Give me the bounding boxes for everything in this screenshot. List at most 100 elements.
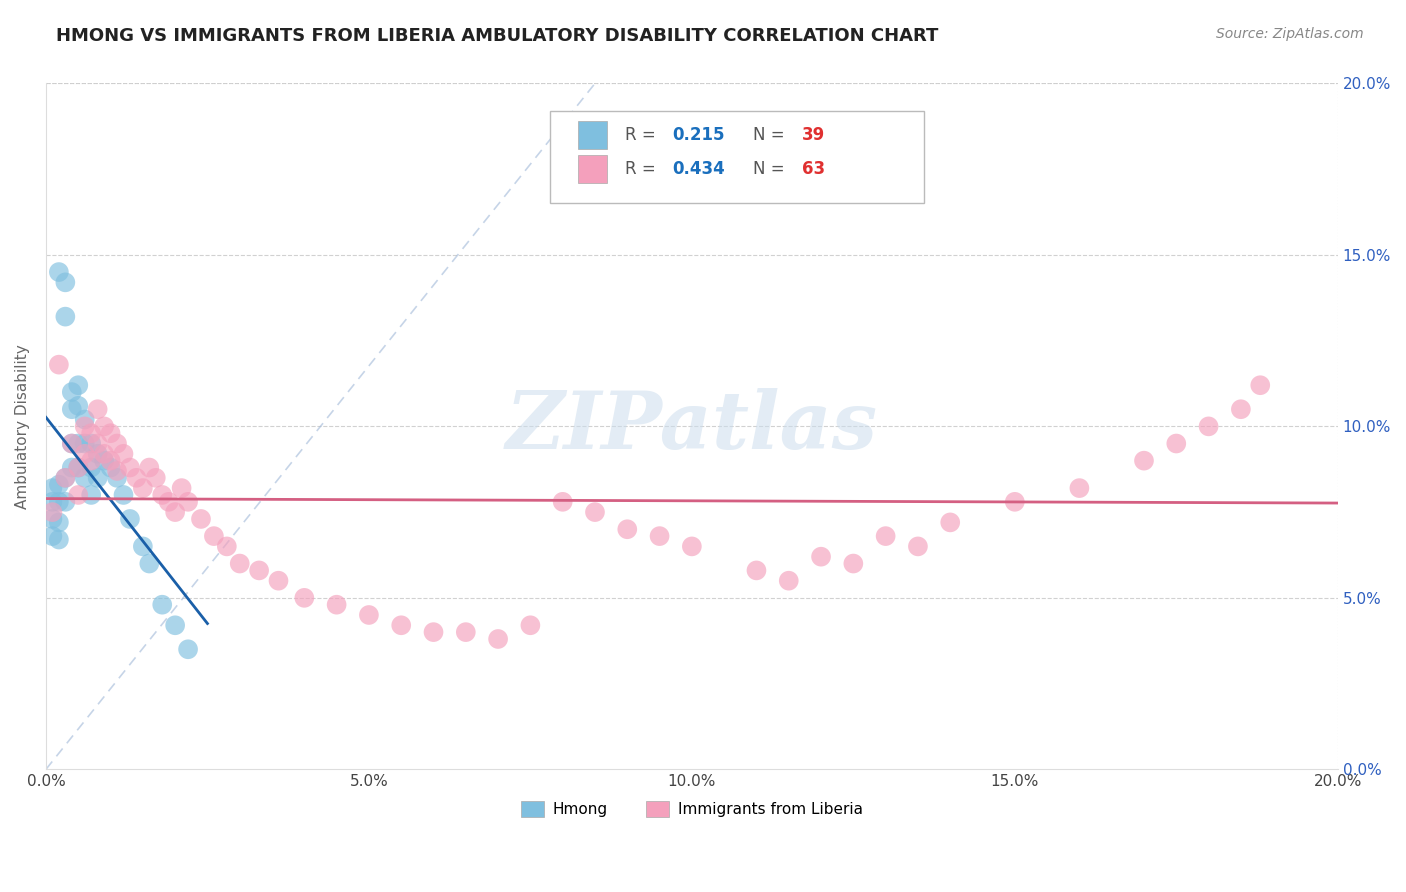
Point	[60, 460, 83, 475]
Point	[100, 426, 122, 441]
Point	[138, 460, 160, 475]
Text: HMONG VS IMMIGRANTS FROM LIBERIA AMBULATORY DISABILITY CORRELATION CHART: HMONG VS IMMIGRANTS FROM LIBERIA AMBULAT…	[56, 27, 939, 45]
Point	[551, 495, 574, 509]
Point	[60, 402, 83, 417]
Point	[53, 471, 76, 485]
Point	[842, 557, 865, 571]
Point	[93, 419, 115, 434]
Point	[202, 529, 225, 543]
Point	[907, 540, 929, 554]
FancyBboxPatch shape	[578, 155, 606, 183]
Point	[875, 172, 897, 186]
Point	[1198, 419, 1220, 434]
Point	[48, 495, 70, 509]
Point	[100, 460, 122, 475]
Point	[105, 471, 128, 485]
Point	[745, 563, 768, 577]
Point	[80, 426, 103, 441]
Point	[247, 563, 270, 577]
Point	[73, 471, 96, 485]
Point	[267, 574, 290, 588]
Point	[73, 419, 96, 434]
Point	[215, 540, 238, 554]
Point	[67, 460, 90, 475]
Point	[60, 436, 83, 450]
Point	[73, 436, 96, 450]
Point	[519, 618, 541, 632]
Text: R =: R =	[624, 126, 661, 144]
Text: 39: 39	[801, 126, 825, 144]
Text: 63: 63	[801, 161, 825, 178]
Text: R =: R =	[624, 161, 661, 178]
Point	[48, 265, 70, 279]
Point	[67, 460, 90, 475]
Point	[648, 529, 671, 543]
Point	[86, 402, 108, 417]
Point	[105, 436, 128, 450]
Point	[67, 399, 90, 413]
Point	[93, 447, 115, 461]
Point	[67, 488, 90, 502]
Point	[60, 436, 83, 450]
Point	[325, 598, 347, 612]
Point	[73, 447, 96, 461]
Point	[53, 495, 76, 509]
Point	[165, 618, 187, 632]
Point	[48, 477, 70, 491]
Point	[93, 453, 115, 467]
Point	[41, 495, 63, 509]
Point	[41, 529, 63, 543]
Point	[1069, 481, 1091, 495]
FancyBboxPatch shape	[578, 121, 606, 149]
Point	[80, 453, 103, 467]
Point	[86, 436, 108, 450]
Text: Source: ZipAtlas.com: Source: ZipAtlas.com	[1216, 27, 1364, 41]
Point	[292, 591, 315, 605]
Point	[357, 607, 380, 622]
FancyBboxPatch shape	[550, 111, 924, 203]
Point	[80, 460, 103, 475]
Point	[73, 412, 96, 426]
Point	[112, 488, 135, 502]
Legend: Hmong, Immigrants from Liberia: Hmong, Immigrants from Liberia	[515, 795, 869, 823]
Point	[939, 516, 962, 530]
Point	[486, 632, 509, 646]
Point	[100, 453, 122, 467]
Point	[67, 436, 90, 450]
Point	[53, 310, 76, 324]
Point	[80, 436, 103, 450]
Point	[177, 642, 200, 657]
Point	[681, 540, 703, 554]
Point	[118, 460, 141, 475]
Text: 0.215: 0.215	[672, 126, 725, 144]
Point	[67, 378, 90, 392]
Point	[616, 522, 638, 536]
Point	[454, 625, 477, 640]
Point	[389, 618, 412, 632]
Point	[41, 512, 63, 526]
Point	[229, 557, 252, 571]
Point	[48, 358, 70, 372]
Point	[1166, 436, 1188, 450]
Point	[118, 512, 141, 526]
Point	[145, 471, 167, 485]
Point	[177, 495, 200, 509]
Point	[1230, 402, 1253, 417]
Point	[157, 495, 180, 509]
Point	[132, 540, 155, 554]
Text: ZIPatlas: ZIPatlas	[506, 388, 877, 465]
Point	[583, 505, 606, 519]
Point	[86, 447, 108, 461]
Point	[810, 549, 832, 564]
Text: 0.434: 0.434	[672, 161, 725, 178]
Point	[1004, 495, 1026, 509]
Point	[138, 557, 160, 571]
Text: N =: N =	[752, 161, 789, 178]
Point	[60, 385, 83, 400]
Point	[41, 481, 63, 495]
Point	[190, 512, 212, 526]
Point	[170, 481, 193, 495]
Point	[105, 464, 128, 478]
Point	[778, 574, 800, 588]
Point	[53, 276, 76, 290]
